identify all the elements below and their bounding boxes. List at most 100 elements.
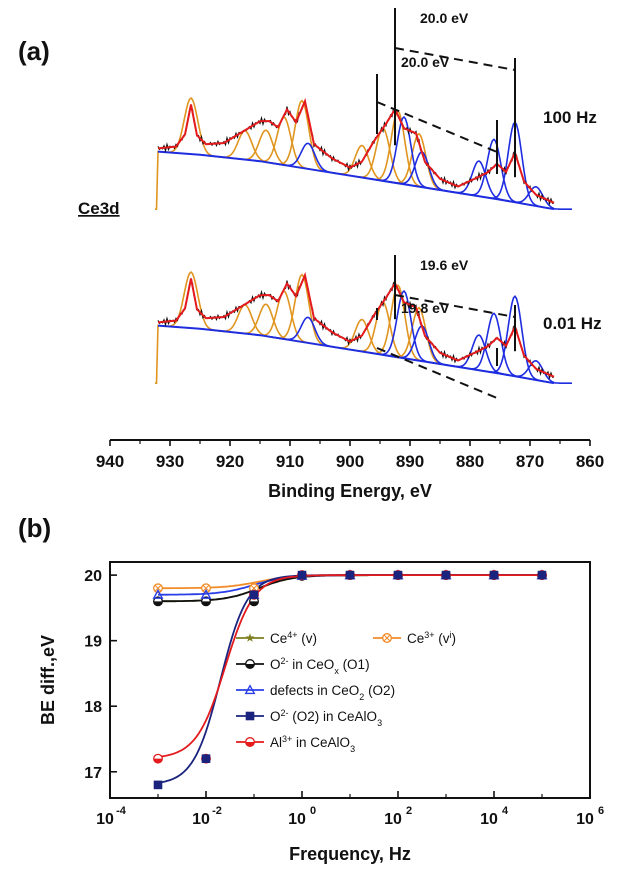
envelope-fit [157, 97, 555, 204]
legend-label-part: in CeO [289, 657, 335, 672]
legend-label-part: O [270, 657, 281, 672]
square-marker [153, 780, 163, 790]
legend-label: Ce3+ (vi) [407, 630, 456, 646]
legend-label: Ce4+ (v) [270, 630, 317, 646]
x-tick-label: 860 [576, 452, 604, 471]
plot-frame [109, 561, 591, 799]
x-tick-label: 890 [396, 452, 424, 471]
binding-energy-axis: 940 930 920 910 900 890 880 870 860 [96, 439, 604, 471]
square-marker [489, 570, 499, 580]
legend-label-part: ) [452, 631, 457, 646]
triangle-marker [152, 589, 164, 599]
upper-splitting-dash [394, 47, 516, 71]
legend-label-part: (O2) [364, 683, 395, 698]
y-tick-label: 18 [84, 699, 102, 716]
legend-label: Al3+ in CeAlO3 [270, 734, 355, 754]
x-tick-label: 10 [96, 811, 114, 828]
legend-label-part: x [334, 666, 339, 676]
sample-label: Ce3d [78, 199, 120, 218]
legend-label: O2- (O2) in CeAlO3 [270, 708, 382, 728]
x-tick-label: 910 [276, 452, 304, 471]
data-points [152, 569, 548, 790]
legend-label-part: (O2) in CeAlO [289, 709, 378, 724]
half-circle-fill [245, 664, 255, 669]
x-tick-label: 10 [384, 811, 402, 828]
triangle-marker [200, 589, 212, 599]
x-tick-exponent: -4 [116, 805, 127, 817]
half-circle-fill [201, 601, 211, 606]
circle-x-cross [383, 634, 391, 642]
x-tick-exponent: 6 [598, 805, 604, 817]
legend-label-part: Al [270, 735, 282, 750]
square-marker [537, 570, 547, 580]
legend-label: O2- in CeOx (O1) [270, 656, 370, 676]
x-axis-label: Binding Energy, eV [268, 481, 432, 501]
upper-splitting-dash [394, 294, 516, 318]
x-tick-exponent: -2 [212, 805, 222, 817]
legend-label-part: defects in CeO [270, 683, 359, 698]
lower-splitting-dash [376, 347, 498, 399]
legend-label-part: 2 [359, 692, 364, 702]
legend-label-part: (v) [298, 631, 318, 646]
legend-label-part: 3 [377, 718, 382, 728]
x-axis-label: Frequency, Hz [289, 844, 411, 864]
x-tick-label: 870 [516, 452, 544, 471]
background-line [157, 150, 555, 211]
legend-label-part: 4+ [287, 630, 297, 640]
lower-splitting-label: 20.0 eV [401, 54, 450, 70]
y-tick-label: 19 [84, 634, 102, 651]
square-marker [249, 590, 259, 600]
legend: Ce4+ (v) Ce3+ (vi)O2- in CeOx (O1)defects… [236, 630, 456, 754]
triangle-marker [244, 684, 256, 695]
legend-label-part: O [270, 709, 281, 724]
y-tick-label: 17 [84, 765, 102, 782]
upper-splitting-label: 20.0 eV [420, 10, 469, 26]
legend-label-part: Ce [270, 631, 287, 646]
spectra-group: 20.0 eV 20.0 eV 100 Hz 19.6 eV 19.8 eV 0.01 H… [155, 8, 602, 399]
legend-label: defects in CeO2 (O2) [270, 683, 395, 702]
x-tick-label: 880 [456, 452, 484, 471]
x-tick-label: 10 [192, 811, 210, 828]
spectrum-100hz: 20.0 eV 20.0 eV 100 Hz [155, 8, 597, 211]
half-circle-fill [153, 758, 163, 763]
legend-label-part: 2- [281, 708, 289, 718]
legend-label-part: (O1) [339, 657, 370, 672]
legend-label-part: 3+ [424, 630, 434, 640]
lower-splitting-dash [376, 101, 498, 153]
x-tick-label: 10 [480, 811, 498, 828]
legend-label-part: (v [435, 631, 450, 646]
square-marker [393, 570, 403, 580]
legend-label-part: i [450, 630, 452, 640]
x-tick-label: 930 [156, 452, 184, 471]
lower-splitting-label: 19.8 eV [401, 300, 450, 316]
upper-splitting-label: 19.6 eV [420, 257, 469, 273]
legend-label-part: 2- [281, 656, 289, 666]
legend-label-part: Ce [407, 631, 424, 646]
circle-x-cross [202, 584, 210, 592]
half-circle-fill [153, 601, 163, 606]
panel-a-label: (a) [18, 36, 50, 66]
legend-label-part: 3+ [282, 734, 292, 744]
x-tick-exponent: 0 [310, 805, 316, 817]
square-marker [245, 711, 255, 721]
y-axis-label: BE diff.,eV [38, 635, 58, 725]
background-line [157, 324, 555, 385]
x-tick-label: 940 [96, 452, 124, 471]
measured-spectrum [157, 99, 555, 206]
x-tick-exponent: 4 [502, 805, 509, 817]
square-marker [345, 570, 355, 580]
spectrum-0-01hz: 19.6 eV 19.8 eV 0.01 Hz [155, 255, 602, 399]
x-tick-label: 10 [576, 811, 594, 828]
legend-label-part: 3 [350, 744, 355, 754]
square-marker [201, 754, 211, 763]
square-marker [297, 570, 307, 580]
frequency-label: 100 Hz [543, 108, 597, 127]
half-circle-fill [249, 601, 259, 606]
legend-label-part: in CeAlO [292, 735, 350, 750]
half-circle-fill [245, 742, 255, 747]
frequency-label: 0.01 Hz [543, 314, 602, 333]
x-tick-label: 920 [216, 452, 244, 471]
